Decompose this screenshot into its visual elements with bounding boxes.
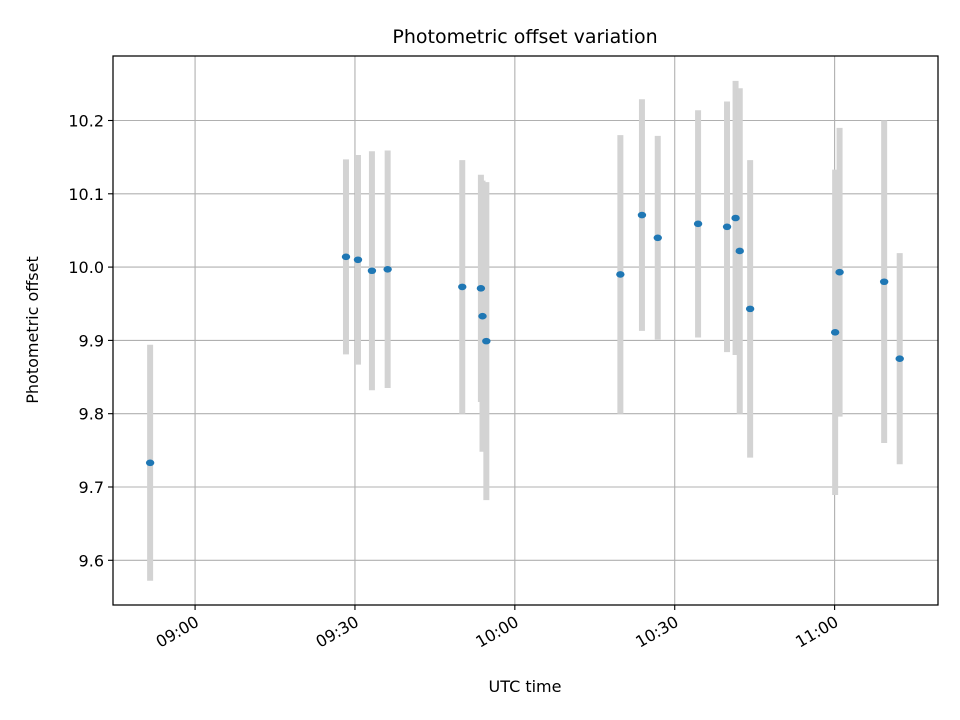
data-point — [653, 234, 662, 242]
data-point — [835, 268, 844, 276]
data-point — [895, 355, 904, 363]
data-point — [145, 459, 155, 467]
x-axis-label: UTC time — [489, 677, 562, 696]
data-point — [367, 267, 377, 275]
data-point — [722, 223, 732, 231]
y-tick-label: 9.6 — [79, 551, 104, 570]
y-tick-label: 9.9 — [79, 331, 104, 350]
data-point — [693, 220, 703, 228]
y-tick-label: 9.7 — [79, 478, 104, 497]
data-point — [458, 283, 467, 291]
grid — [113, 56, 938, 605]
data-point — [830, 329, 840, 336]
data-point — [353, 256, 363, 264]
data-points — [145, 211, 904, 467]
data-point — [731, 214, 740, 222]
y-axis-label: Photometric offset — [23, 256, 42, 404]
chart-title: Photometric offset variation — [392, 26, 657, 48]
y-tick-label: 10.1 — [68, 185, 104, 204]
data-point — [476, 285, 486, 292]
data-point — [745, 305, 755, 313]
data-point — [341, 253, 351, 261]
plot-frame — [112, 55, 939, 606]
data-point — [735, 247, 744, 255]
data-point — [616, 271, 625, 278]
data-point — [478, 312, 487, 320]
data-point — [879, 278, 889, 286]
y-tick-label: 9.8 — [79, 405, 104, 424]
data-point — [383, 265, 392, 273]
data-point — [482, 337, 491, 345]
y-tick-label: 10.2 — [68, 112, 104, 131]
y-tick-label: 10.0 — [68, 258, 104, 277]
data-point — [637, 211, 647, 219]
